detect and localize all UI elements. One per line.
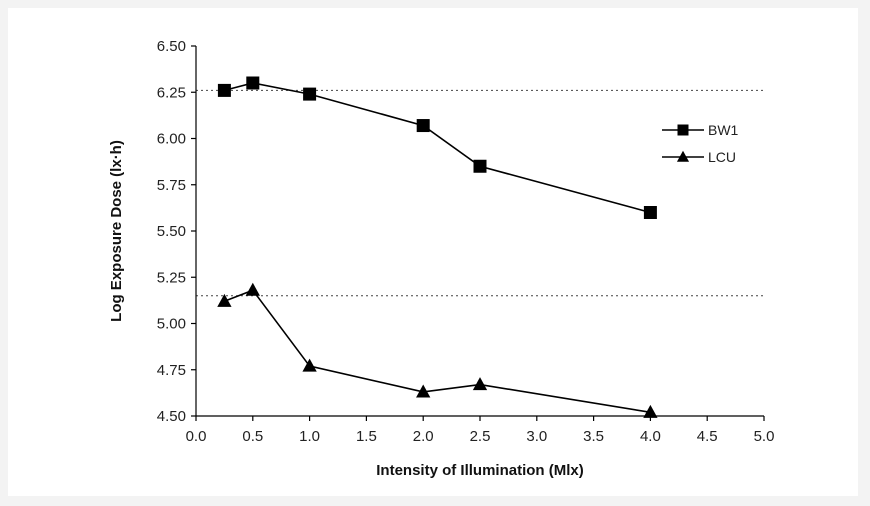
x-tick-label: 4.0 [640,428,661,445]
y-ticks: 4.50 4.75 5.00 5.25 5.50 5.75 6.00 6.25 6.50 [157,38,196,425]
y-tick-label: 5.50 [157,223,186,240]
y-tick-label: 6.00 [157,131,186,148]
legend: BW1 LCU [662,122,739,165]
x-tick-label: 5.0 [754,428,775,445]
x-tick-label: 1.5 [356,428,377,445]
y-tick-label: 4.75 [157,362,186,379]
y-tick-label: 6.25 [157,84,186,101]
x-tick-label: 3.0 [526,428,547,445]
data-point-bw1 [473,159,487,173]
data-point-lcu [643,404,658,418]
y-tick-label: 5.25 [157,269,186,286]
data-point-bw1 [643,206,657,219]
data-point-lcu [472,377,488,391]
legend-label-lcu: LCU [708,149,736,165]
x-ticks: 0.0 0.5 1.0 1.5 2.0 2.5 3.0 3.5 4.0 4.5 5.0 [186,416,775,445]
x-tick-label: 2.5 [470,428,491,445]
x-tick-label: 4.5 [697,428,718,445]
data-point-lcu [245,282,260,296]
data-point-lcu [302,358,317,372]
y-tick-label: 5.00 [157,316,186,333]
data-point-bw1 [217,83,231,97]
data-point-lcu [416,384,431,398]
y-axis-label: Log Exposure Dose (lx·h) [108,140,125,322]
series-markers [217,76,658,418]
x-axis-label: Intensity of Illumination (Mlx) [376,462,584,479]
chart-frame [8,8,858,496]
data-point-bw1 [416,119,430,133]
x-tick-label: 0.0 [186,428,207,445]
series-line-lcu [224,289,651,414]
data-point-bw1 [246,76,260,90]
x-tick-label: 2.0 [413,428,434,445]
y-tick-label: 5.75 [157,177,186,194]
reference-lines [196,89,764,297]
legend-marker-lcu [676,150,690,162]
x-tick-label: 0.5 [242,428,263,445]
y-tick-label: 6.50 [157,38,186,55]
x-tick-label: 3.5 [583,428,604,445]
series-lines [224,82,651,414]
y-tick-label: 4.50 [157,408,186,425]
x-tick-label: 1.0 [299,428,320,445]
series-line-bw1 [224,82,651,214]
legend-label-bw1: BW1 [708,122,739,138]
axes [195,46,764,417]
legend-marker-bw1 [677,124,689,136]
data-point-lcu [217,293,232,307]
data-point-bw1 [303,87,317,101]
